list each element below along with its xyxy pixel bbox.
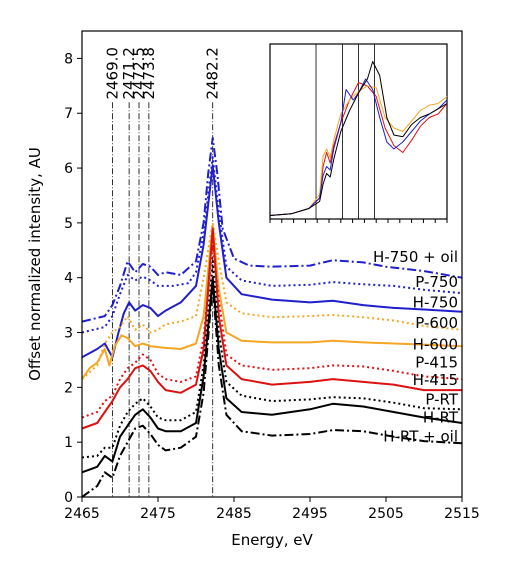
- series-label: H-750 + oil: [373, 248, 458, 266]
- series-line: [82, 282, 462, 497]
- x-tick-label: 2505: [368, 506, 404, 522]
- series-line: [82, 243, 462, 419]
- x-tick-label: 2465: [64, 506, 100, 522]
- y-tick-label: 6: [64, 161, 73, 177]
- y-tick-label: 0: [64, 490, 73, 506]
- series-line: [82, 227, 462, 430]
- x-tick-label: 2515: [444, 506, 480, 522]
- y-tick-label: 3: [64, 326, 73, 342]
- reference-line-label: 2482.2: [204, 47, 222, 100]
- y-tick-label: 4: [64, 271, 73, 287]
- x-axis: 2465 2475 2485 2495 2505 2515: [64, 497, 480, 522]
- reference-line-label: 2469.0: [103, 47, 121, 100]
- series-lines: [82, 136, 462, 497]
- series-line: [82, 164, 462, 359]
- series-label: H-750: [413, 293, 458, 311]
- series-line: [82, 136, 462, 323]
- x-axis-title: Energy, eV: [231, 531, 313, 549]
- inset-chart: [269, 43, 448, 223]
- series-label: P-415: [415, 354, 458, 372]
- inset-series-line: [269, 85, 448, 216]
- x-tick-label: 2495: [292, 506, 328, 522]
- y-axis-title: Offset normalized intensity, AU: [26, 147, 44, 381]
- plot-frame: [81, 30, 463, 498]
- series-label: H-600: [413, 336, 458, 354]
- y-tick-label: 7: [64, 106, 73, 122]
- y-tick-label: 1: [64, 435, 73, 451]
- series-label: P-750: [415, 273, 458, 291]
- series-line: [82, 276, 462, 474]
- inset-series-line: [269, 61, 448, 216]
- y-axis: 0 1 2 3 4 5 6 7 8: [64, 51, 82, 506]
- reference-line-label: 2471.2: [120, 47, 138, 100]
- reference-line-label: 2472.5: [130, 47, 148, 100]
- series-label: H-RT + oil: [383, 428, 458, 446]
- series-line: [82, 224, 462, 380]
- x-tick-label: 2485: [216, 506, 252, 522]
- series-line: [82, 221, 462, 380]
- series-labels: H-750 + oil P-750 H-750 P-600 H-600P-415H-41…: [373, 248, 459, 446]
- series-label: P-RT: [425, 390, 458, 408]
- y-tick-label: 5: [64, 216, 73, 232]
- series-label: H-415: [413, 371, 458, 389]
- x-tick-label: 2475: [140, 506, 176, 522]
- series-label: P-600: [415, 314, 458, 332]
- series-label: H-RT: [423, 409, 459, 427]
- y-tick-label: 2: [64, 380, 73, 396]
- reference-line-label: 2473.8: [140, 47, 158, 100]
- y-tick-label: 8: [64, 51, 73, 67]
